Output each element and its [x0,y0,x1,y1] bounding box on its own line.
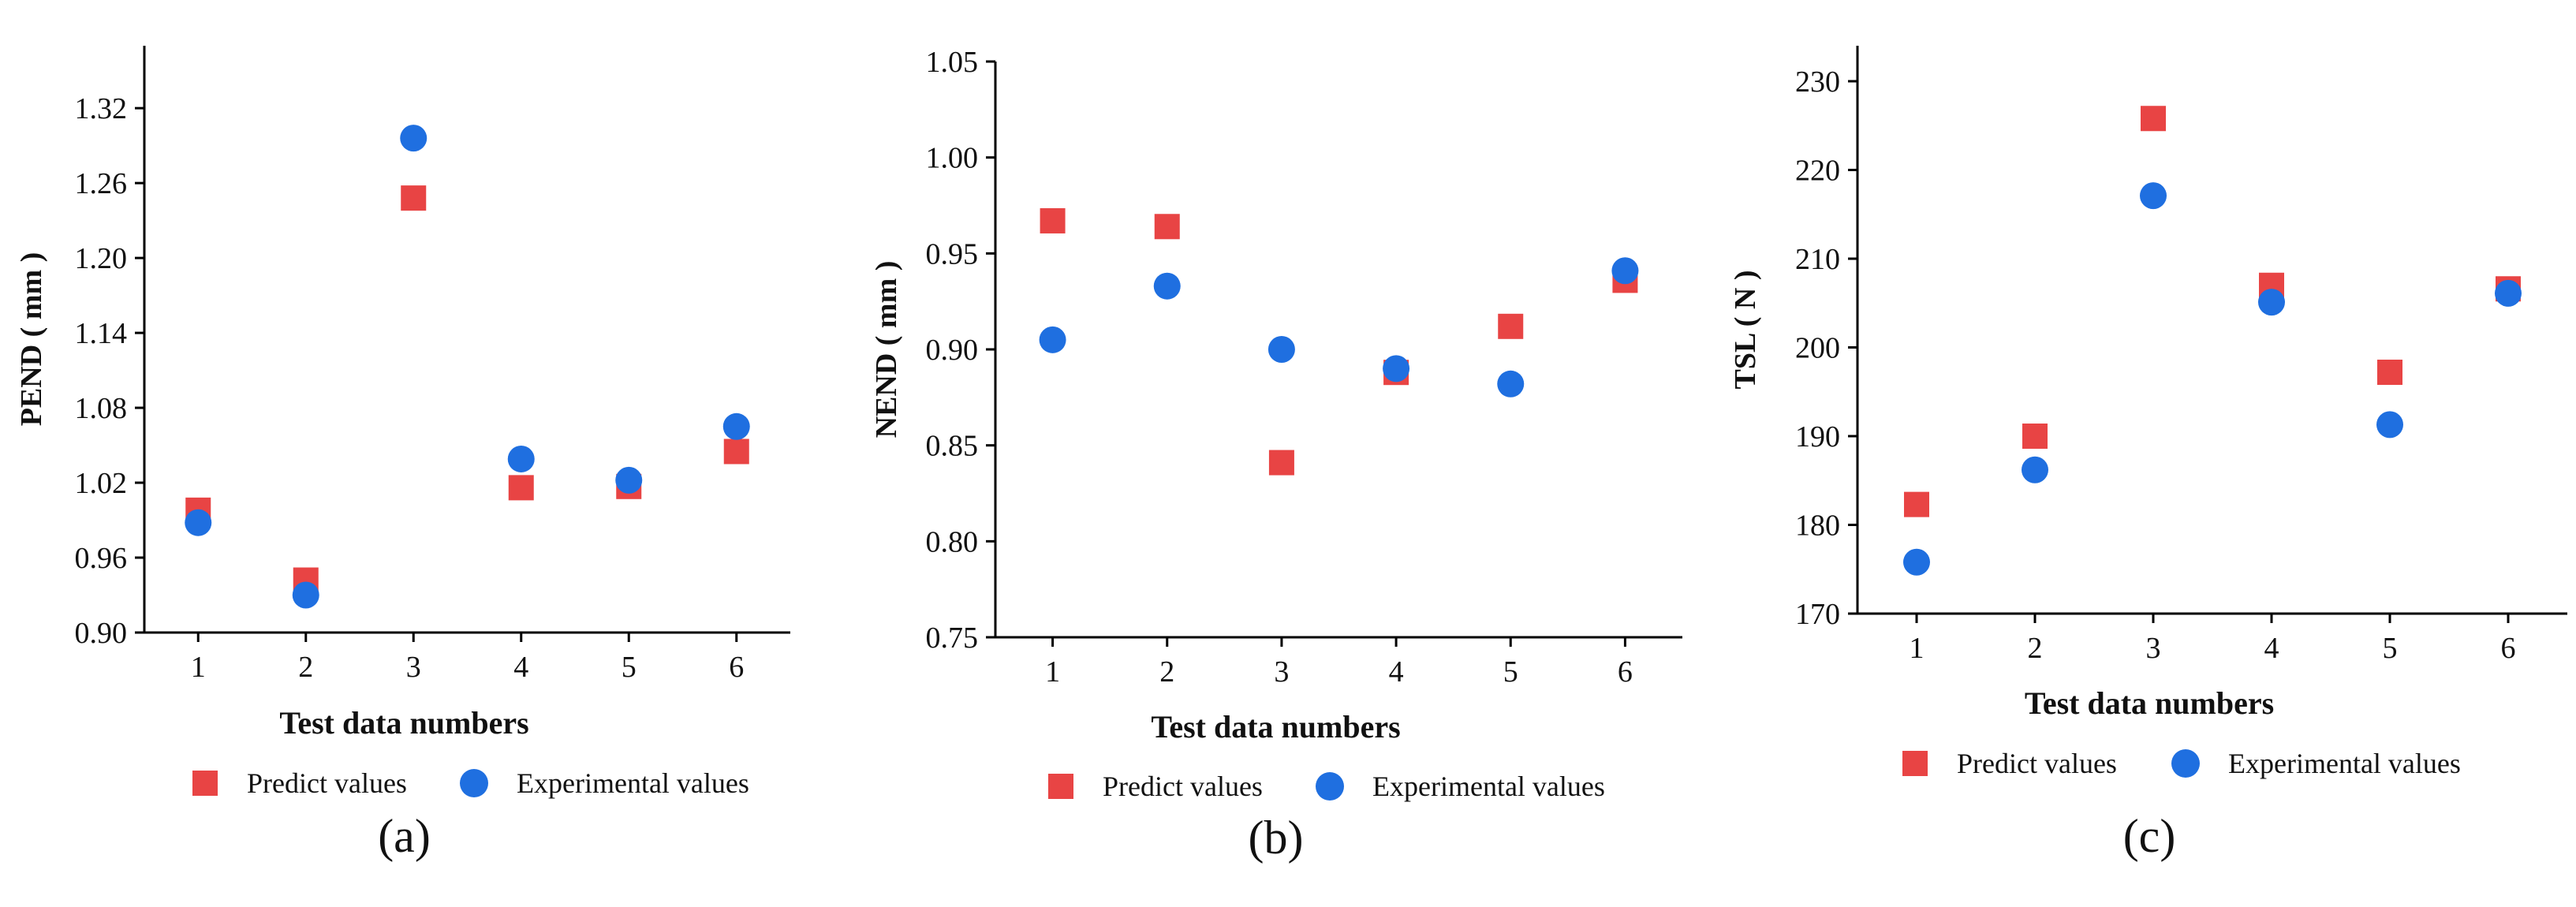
x-axis-label: Test data numbers [2025,685,2274,721]
x-tick-label: 2 [298,651,313,684]
y-tick-label: 0.75 [926,621,979,655]
y-tick-label: 0.95 [926,237,979,271]
predict-point [2377,360,2402,385]
y-tick-label: 210 [1795,243,1840,276]
experimental-point [1497,370,1525,398]
legend-experimental-marker [1316,772,1344,801]
y-tick-label: 0.85 [926,430,979,463]
y-tick-label: 200 [1795,332,1840,365]
experimental-point [1267,336,1295,363]
predict-point [1154,214,1180,240]
legend-predict-marker [192,771,218,796]
experimental-point [615,466,643,494]
x-tick-label: 3 [2146,632,2161,665]
legend-predict-label: Predict values [247,767,407,799]
experimental-point [2258,289,2285,316]
y-tick-label: 190 [1795,420,1840,454]
y-tick-label: 1.14 [75,317,128,350]
predict-point [1904,491,1929,517]
predict-point [1268,450,1294,476]
y-tick-label: 1.05 [926,46,979,79]
experimental-point [722,412,750,440]
x-tick-label: 1 [1910,632,1925,665]
legend-predict-marker [1048,774,1073,799]
y-tick-label: 1.00 [926,142,979,175]
chart-panel-2: 0.75 0.80 0.85 0.90 0.95 1.00 1.05 1 2 3 4 5 6 NEND (… [870,46,1682,864]
y-tick-label: 1.26 [75,167,128,200]
x-tick-label: 1 [191,651,206,684]
legend-experimental-label: Experimental values [2228,748,2461,779]
y-tick-label: 170 [1795,598,1840,631]
x-axis-label: Test data numbers [279,705,528,741]
y-tick-label: 1.32 [75,92,128,125]
experimental-point [1903,548,1930,576]
experimental-point [400,125,427,152]
predict-point [1498,313,1524,339]
y-tick-label: 220 [1795,155,1840,188]
experimental-point [507,445,535,472]
panel-label: (b) [1249,812,1304,864]
panel-label: (c) [2123,810,2176,862]
x-tick-label: 4 [513,651,528,684]
experimental-point [2376,411,2403,439]
y-tick-label: 0.90 [926,334,979,367]
experimental-point [1611,257,1639,285]
legend-experimental-label: Experimental values [1372,771,1605,802]
experimental-point [1039,326,1066,353]
x-tick-label: 6 [1618,655,1633,689]
experimental-point [2022,456,2048,483]
legend-experimental-marker [2171,749,2200,778]
predict-point [1040,207,1066,233]
experimental-point [2140,182,2167,210]
predict-point [401,185,427,211]
experimental-point [185,509,212,536]
x-tick-label: 4 [2264,632,2279,665]
predict-point [2022,424,2048,449]
chart-panel-3: 170 180 190 200 210 220 230 1 2 3 4 5 6 TSL ( N ) Test… [1729,46,2567,862]
x-tick-label: 6 [2501,632,2516,665]
y-axis-label: PEND ( mm ) [15,252,48,427]
y-tick-label: 1.08 [75,392,128,425]
x-tick-label: 5 [1503,655,1518,689]
predict-point [723,439,749,465]
y-tick-label: 180 [1795,509,1840,543]
y-axis-label: TSL ( N ) [1729,271,1762,390]
predict-point [2141,106,2166,132]
legend-predict-label: Predict values [1103,771,1263,802]
x-tick-label: 4 [1389,655,1404,689]
y-tick-label: 0.96 [75,542,128,575]
y-tick-label: 0.90 [75,617,128,650]
legend-experimental-marker [460,769,488,797]
y-tick-label: 0.80 [926,525,979,558]
legend-experimental-label: Experimental values [517,767,749,799]
experimental-point [292,581,319,609]
predict-point [508,475,534,501]
y-axis-label: NEND ( mm ) [870,261,903,439]
legend-predict-label: Predict values [1957,748,2117,779]
x-tick-label: 2 [1159,655,1174,689]
experimental-point [1383,355,1410,383]
experimental-point [2495,279,2522,307]
legend-predict-marker [1902,751,1928,776]
x-tick-label: 5 [622,651,637,684]
x-tick-label: 5 [2383,632,2398,665]
x-axis-label: Test data numbers [1151,709,1400,745]
x-tick-label: 3 [406,651,421,684]
experimental-point [1153,272,1181,300]
x-tick-label: 3 [1274,655,1289,689]
x-tick-label: 1 [1045,655,1060,689]
x-tick-label: 6 [729,651,744,684]
x-tick-label: 2 [2028,632,2043,665]
y-tick-label: 1.02 [75,467,128,500]
panel-label: (a) [378,810,431,862]
chart-panel-1: 0.90 0.96 1.02 1.08 1.14 1.20 1.26 1.32 1 2 3 4 5 6 PE… [15,46,790,862]
y-tick-label: 230 [1795,65,1840,99]
y-tick-label: 1.20 [75,242,128,275]
